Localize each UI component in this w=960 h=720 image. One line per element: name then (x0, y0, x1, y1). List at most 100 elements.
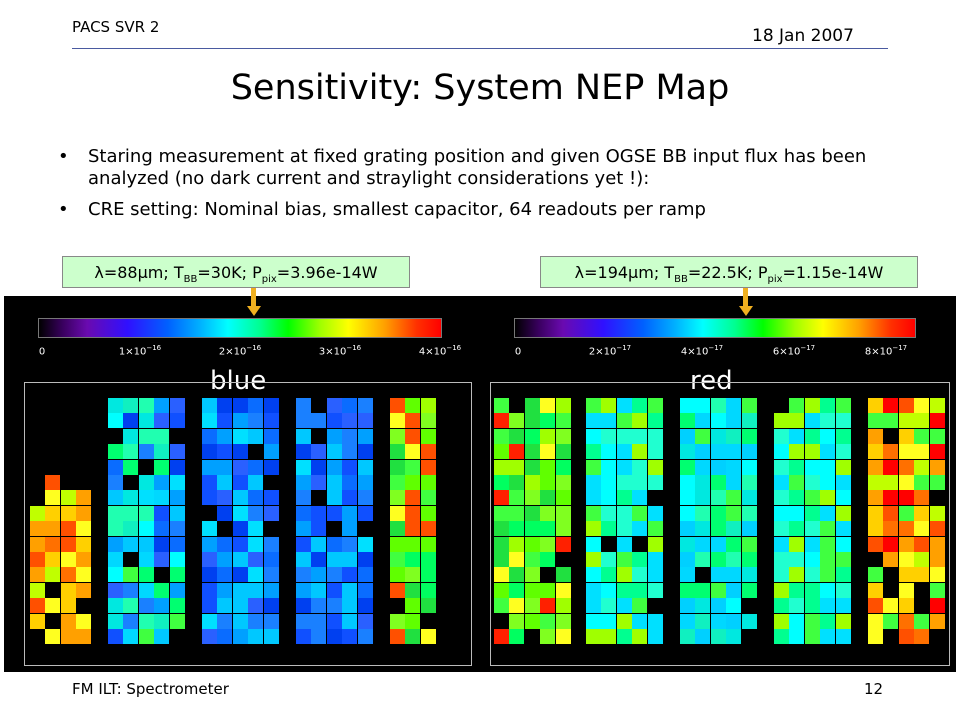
map-pixel (420, 582, 436, 598)
map-pixel (632, 598, 648, 614)
map-pixel (326, 413, 342, 429)
map-pixel (555, 444, 571, 460)
map-pixel (169, 475, 185, 490)
map-pixel (898, 490, 914, 506)
map-pixel (804, 567, 820, 583)
map-pixel (123, 475, 139, 490)
map-pixel (405, 552, 421, 567)
map-pixel (202, 567, 217, 583)
map-pixel (726, 582, 742, 598)
map-pixel (774, 475, 789, 490)
map-pixel (60, 475, 76, 490)
map-pixel (774, 505, 789, 521)
map-pixel (804, 613, 820, 629)
map-pixel (248, 459, 264, 475)
map-pixel (695, 536, 711, 552)
map-pixel (248, 490, 264, 506)
map-pixel (217, 444, 233, 460)
map-pixel (540, 552, 556, 567)
map-pixel (774, 490, 789, 506)
map-pixel (76, 552, 92, 567)
map-pixel (789, 490, 805, 506)
map-pixel (524, 413, 540, 429)
map-pixel (601, 444, 617, 460)
map-pixel (296, 598, 311, 614)
map-pixel (405, 505, 421, 521)
map-pixel (311, 505, 327, 521)
map-pixel (804, 629, 820, 644)
map-pixel (774, 459, 789, 475)
map-pixel (60, 552, 76, 567)
map-pixel (232, 444, 248, 460)
map-pixel (217, 490, 233, 506)
map-pixel (524, 521, 540, 537)
map-pixel (804, 505, 820, 521)
map-pixel (30, 567, 45, 583)
map-pixel (494, 582, 509, 598)
map-pixel (883, 444, 899, 460)
map-pixel (494, 536, 509, 552)
map-pixel (883, 398, 899, 413)
map-pixel (883, 552, 899, 567)
map-pixel (710, 505, 726, 521)
map-pixel (695, 459, 711, 475)
map-pixel (232, 521, 248, 537)
map-pixel (524, 398, 540, 413)
map-pixel (108, 582, 123, 598)
map-pixel (232, 567, 248, 583)
map-pixel (632, 521, 648, 537)
map-pixel (420, 536, 436, 552)
map-pixel (108, 459, 123, 475)
map-pixel (509, 629, 525, 644)
map-pixel (123, 613, 139, 629)
map-pixel (898, 428, 914, 444)
map-pixel (248, 552, 264, 567)
map-pixel (217, 521, 233, 537)
map-pixel (540, 475, 556, 490)
map-pixel (774, 598, 789, 614)
map-pixel (647, 629, 663, 644)
map-pixel (326, 629, 342, 644)
map-pixel (647, 582, 663, 598)
map-pixel (524, 505, 540, 521)
map-pixel (555, 582, 571, 598)
map-pixel (647, 521, 663, 537)
map-pixel (835, 629, 851, 644)
map-pixel (601, 459, 617, 475)
map-pixel (680, 629, 695, 644)
map-pixel (123, 490, 139, 506)
map-pixel (914, 475, 930, 490)
map-pixel (357, 490, 373, 506)
map-pixel (60, 582, 76, 598)
map-pixel (710, 552, 726, 567)
map-pixel (138, 629, 154, 644)
map-pixel (586, 567, 601, 583)
map-pixel (601, 398, 617, 413)
map-pixel (420, 505, 436, 521)
map-pixel (555, 398, 571, 413)
map-pixel (296, 613, 311, 629)
map-pixel (154, 613, 170, 629)
map-pixel (420, 567, 436, 583)
map-pixel (710, 428, 726, 444)
map-pixel (726, 629, 742, 644)
map-pixel (868, 475, 883, 490)
map-pixel (835, 598, 851, 614)
map-pixel (820, 475, 836, 490)
map-pixel (390, 428, 405, 444)
map-pixel (632, 552, 648, 567)
map-pixel (898, 475, 914, 490)
map-pixel (774, 444, 789, 460)
map-pixel (405, 444, 421, 460)
map-pixel (883, 536, 899, 552)
map-pixel (76, 629, 92, 644)
map-pixel (60, 536, 76, 552)
map-pixel (326, 567, 342, 583)
map-pixel (311, 567, 327, 583)
map-pixel (169, 629, 185, 644)
map-pixel (929, 536, 945, 552)
map-pixel (555, 613, 571, 629)
map-pixel (647, 536, 663, 552)
map-pixel (914, 536, 930, 552)
map-pixel (741, 536, 757, 552)
